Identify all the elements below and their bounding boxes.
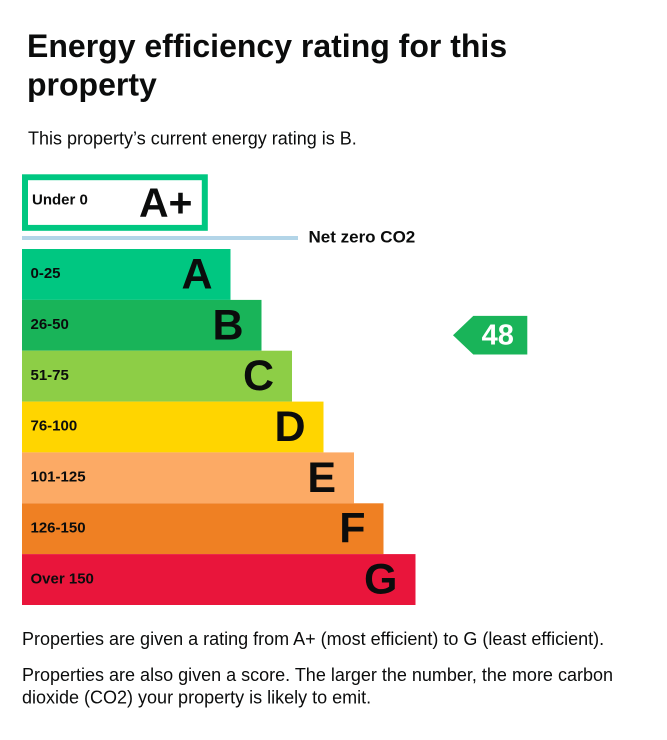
svg-text:48: 48 — [482, 320, 514, 352]
svg-text:F: F — [339, 505, 365, 553]
svg-text:Properties are also given a sc: Properties are also given a score. The l… — [22, 665, 613, 685]
svg-text:G: G — [364, 556, 397, 604]
svg-text:A+: A+ — [139, 179, 193, 225]
svg-text:property: property — [27, 67, 157, 103]
svg-text:B: B — [212, 301, 243, 349]
svg-text:A: A — [181, 251, 212, 299]
svg-text:101-125: 101-125 — [31, 469, 86, 486]
svg-text:E: E — [307, 454, 336, 502]
svg-text:76-100: 76-100 — [31, 418, 78, 435]
svg-text:Properties are given a rating: Properties are given a rating from A+ (m… — [22, 629, 604, 649]
svg-text:This property’s current energy: This property’s current energy rating is… — [28, 129, 357, 149]
svg-text:Net zero CO2: Net zero CO2 — [309, 228, 416, 247]
svg-text:dioxide (CO2) your property is: dioxide (CO2) your property is likely to… — [22, 688, 371, 708]
svg-text:D: D — [274, 403, 305, 451]
svg-text:126-150: 126-150 — [31, 519, 86, 536]
svg-text:Over 150: Over 150 — [31, 570, 94, 587]
svg-text:26-50: 26-50 — [31, 316, 69, 333]
svg-text:51-75: 51-75 — [31, 367, 69, 384]
svg-text:Under 0: Under 0 — [32, 192, 88, 209]
svg-text:Energy efficiency rating for t: Energy efficiency rating for this — [27, 28, 507, 64]
svg-text:0-25: 0-25 — [31, 265, 61, 282]
svg-text:C: C — [243, 352, 274, 400]
